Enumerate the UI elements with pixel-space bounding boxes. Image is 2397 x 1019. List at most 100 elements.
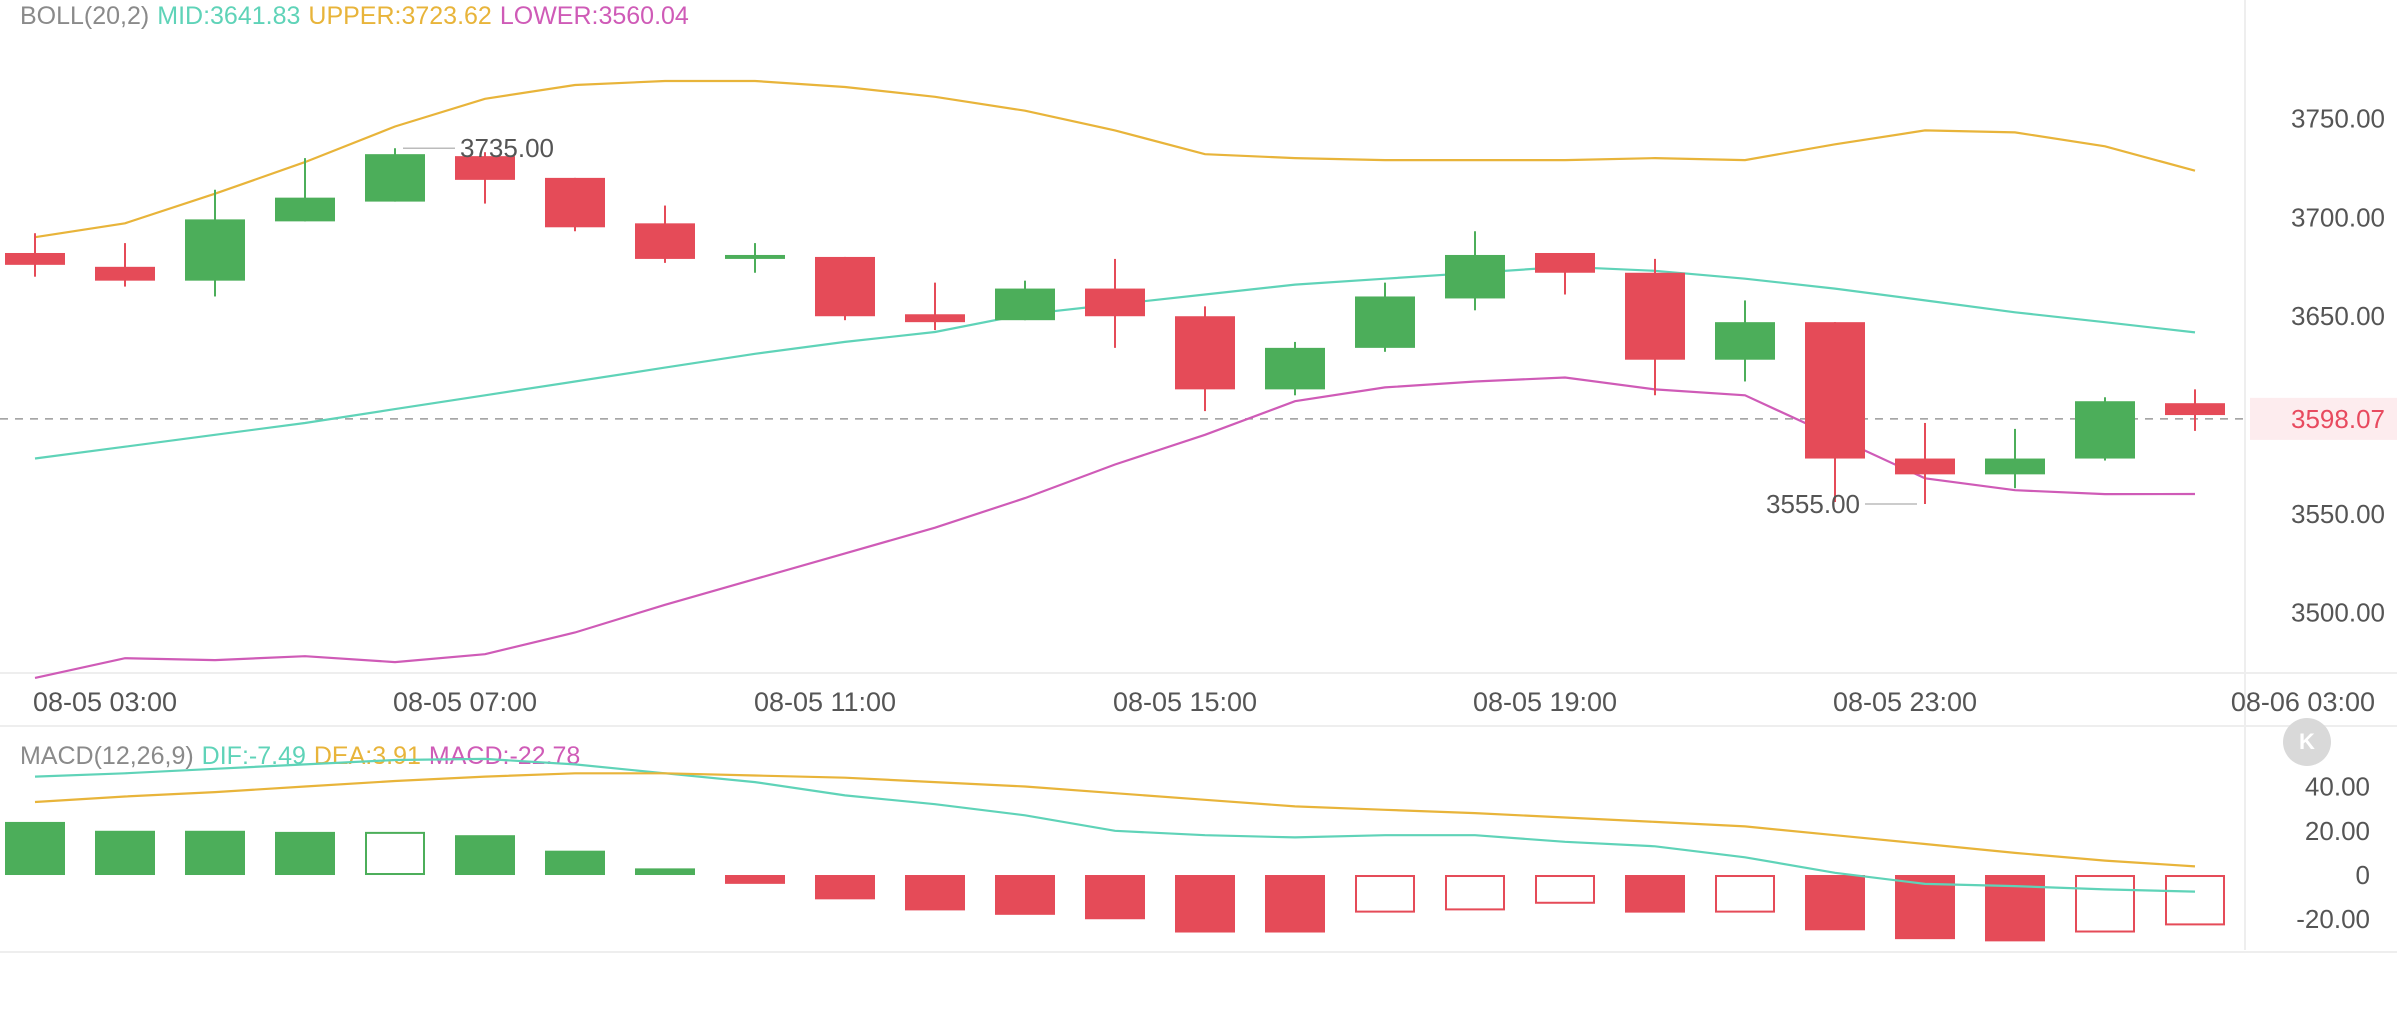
candle xyxy=(905,282,965,331)
candle xyxy=(5,233,65,277)
time-axis-label: 08-05 15:00 xyxy=(1113,687,1257,717)
candle xyxy=(2165,389,2225,431)
price-tick-label: 3700.00 xyxy=(2291,202,2385,232)
macd-histogram-bar xyxy=(1805,875,1865,931)
macd-histogram-bar xyxy=(1265,875,1325,933)
candle-body xyxy=(1805,322,1865,459)
candle xyxy=(1355,282,1415,352)
current-price-label: 3598.07 xyxy=(2291,404,2385,434)
macd-macd-value: MACD:-22.78 xyxy=(428,742,581,770)
candle-body xyxy=(635,223,695,259)
candle-body xyxy=(545,177,605,228)
boll-lower-value: LOWER:3560.04 xyxy=(499,2,689,30)
candle-body xyxy=(1535,252,1595,273)
macd-histogram-bar xyxy=(5,821,65,876)
candle xyxy=(2075,397,2135,461)
candle-body xyxy=(1355,296,1415,348)
macd-histogram-bar xyxy=(2075,875,2135,933)
macd-histogram-bar xyxy=(635,868,695,876)
macd-histogram-bar xyxy=(545,850,605,876)
boll-name: BOLL(20,2) xyxy=(20,2,150,30)
candle xyxy=(95,243,155,287)
candle xyxy=(1805,322,1865,503)
macd-tick-label: -20.00 xyxy=(2296,904,2370,934)
candle-body xyxy=(1175,316,1235,390)
macd-histogram-bar xyxy=(1625,875,1685,913)
macd-dea-value: DEA:3.91 xyxy=(313,742,421,770)
candle xyxy=(1715,300,1775,382)
candle xyxy=(1895,422,1955,504)
macd-tick-label: 20.00 xyxy=(2305,816,2370,846)
candle xyxy=(725,243,785,273)
macd-histogram-bar xyxy=(905,875,965,911)
macd-histogram-bar xyxy=(815,875,875,900)
boll-upper-line xyxy=(34,79,2196,239)
kline-toggle-button[interactable]: K xyxy=(2283,718,2331,766)
candle-body xyxy=(365,154,425,202)
macd-histogram-bar xyxy=(1715,875,1775,913)
candle-body xyxy=(2075,401,2135,459)
candle-body xyxy=(1085,288,1145,317)
time-axis-label: 08-05 11:00 xyxy=(754,687,896,717)
macd-histogram-bar xyxy=(2165,875,2225,926)
candle-body xyxy=(95,266,155,281)
candle xyxy=(1175,306,1235,412)
macd-tick-label: 0 xyxy=(2356,860,2370,890)
candle xyxy=(1085,258,1145,348)
macd-histogram-bar xyxy=(275,831,335,876)
macd-histogram-bar xyxy=(1175,875,1235,933)
macd-histogram-bar xyxy=(1535,875,1595,904)
macd-histogram-bar xyxy=(455,835,515,876)
candle-body xyxy=(2165,403,2225,416)
price-tick-label: 3500.00 xyxy=(2291,598,2385,628)
macd-dif-line xyxy=(34,757,2196,893)
candle-body xyxy=(1895,458,1955,475)
candle xyxy=(185,189,245,297)
candle xyxy=(1265,341,1325,396)
boll-upper-value: UPPER:3723.62 xyxy=(308,2,492,30)
macd-histogram-bar xyxy=(1895,875,1955,940)
price-tick-label: 3650.00 xyxy=(2291,301,2385,331)
time-axis-label: 08-05 23:00 xyxy=(1833,687,1977,717)
candle xyxy=(635,205,695,263)
candle xyxy=(995,280,1055,321)
candle-body xyxy=(1625,272,1685,360)
boll-lower-line xyxy=(34,376,2196,679)
candle-body xyxy=(1715,322,1775,360)
candle xyxy=(455,152,515,204)
price-tick-label: 3750.00 xyxy=(2291,104,2385,134)
candle-body xyxy=(1265,347,1325,390)
candle-body xyxy=(185,219,245,281)
macd-histogram-bar xyxy=(995,875,1055,915)
candle xyxy=(1625,258,1685,396)
boll-mid-value: MID:3641.83 xyxy=(157,2,301,30)
candle xyxy=(275,158,335,222)
candle xyxy=(545,177,605,232)
macd-histogram-bar xyxy=(185,830,245,876)
macd-histogram-bar xyxy=(1085,875,1145,920)
candle-body xyxy=(815,256,875,317)
macd-histogram-bar xyxy=(365,831,425,876)
low-marker-label: 3555.00 xyxy=(1766,489,1860,519)
macd-histogram-bar xyxy=(1355,875,1415,913)
candle-body xyxy=(1445,254,1505,299)
high-marker-label: 3735.00 xyxy=(460,133,554,163)
time-axis-label: 08-05 19:00 xyxy=(1473,687,1617,717)
macd-histogram-bar xyxy=(725,875,785,884)
candle-body xyxy=(5,252,65,265)
macd-name: MACD(12,26,9) xyxy=(20,742,194,770)
macd-indicator-header: MACD(12,26,9) DIF:-7.49 DEA:3.91 MACD:-22.7… xyxy=(20,742,588,771)
candle-body xyxy=(455,156,515,180)
boll-indicator-header: BOLL(20,2) MID:3641.83 UPPER:3723.62 LOWER:… xyxy=(20,2,697,31)
candle xyxy=(1445,231,1505,311)
current-price-tag xyxy=(2250,397,2397,440)
price-tick-label: 3550.00 xyxy=(2291,499,2385,529)
macd-tick-label: 40.00 xyxy=(2305,772,2370,802)
time-axis-label: 08-06 03:00 xyxy=(2231,687,2375,717)
candle xyxy=(1535,252,1595,295)
candle-body xyxy=(725,254,785,259)
candle-body xyxy=(995,288,1055,321)
macd-dea-line xyxy=(34,772,2196,868)
time-axis-label: 08-05 07:00 xyxy=(393,687,537,717)
